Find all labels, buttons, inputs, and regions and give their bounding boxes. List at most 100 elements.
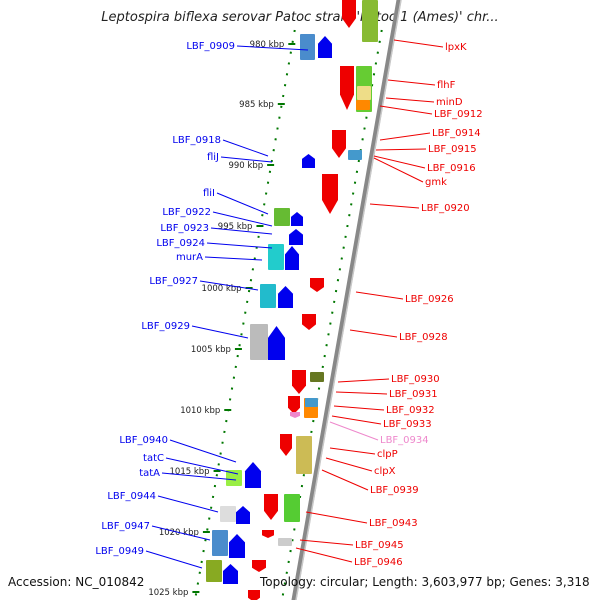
gene-box: [296, 436, 312, 474]
feature-label: fliJ: [207, 152, 219, 163]
feature-label: LBF_0947: [101, 521, 150, 532]
feature-label: tatC: [143, 453, 164, 464]
gene-arrow: [310, 278, 324, 292]
backbone-line: [291, 0, 402, 600]
leader-line: [329, 421, 379, 441]
feature-label: lpxK: [445, 42, 467, 53]
leader-line: [385, 97, 435, 103]
feature-label: LBF_0939: [370, 485, 419, 496]
gene-box: [274, 208, 290, 226]
accession-label: Accession: NC_010842: [8, 575, 145, 589]
gene-arrow: [292, 370, 306, 394]
gene-arrow: [262, 530, 274, 538]
gene-arrow: [318, 36, 332, 58]
gene-arrow: [278, 286, 293, 308]
scale-label: 995 kbp: [218, 222, 253, 232]
leader-line: [379, 105, 433, 115]
gene-arrow: [248, 590, 260, 600]
feature-label: murA: [176, 252, 203, 263]
gene-box: [284, 494, 300, 522]
leader-line: [329, 447, 376, 455]
gene-arrow: [291, 212, 303, 226]
feature-label: LBF_0929: [141, 321, 190, 332]
leader-line: [212, 211, 273, 227]
gene-box: [226, 470, 242, 486]
gene-box: [300, 34, 315, 60]
leader-line: [369, 203, 420, 209]
scale-label: 985 kbp: [239, 100, 274, 110]
feature-label: clpP: [377, 449, 398, 460]
gene-arrow: [285, 246, 299, 270]
gene-arrow: [340, 66, 354, 110]
feature-label: minD: [436, 97, 463, 108]
topology-label: Topology: circular; Length: 3,603,977 bp…: [260, 575, 590, 589]
leader-line: [349, 329, 398, 338]
gene-arrow: [332, 130, 346, 158]
feature-label: LBF_0926: [405, 294, 454, 305]
gene-box: [206, 560, 222, 582]
feature-label: gmk: [425, 177, 447, 188]
feature-label: LBF_0927: [149, 276, 198, 287]
gene-box: [356, 100, 370, 110]
feature-label: LBF_0914: [432, 128, 481, 139]
leader-line: [333, 405, 385, 411]
feature-label: LBF_0928: [399, 332, 448, 343]
leader-line: [220, 156, 273, 163]
leader-line: [321, 469, 369, 491]
leader-line: [325, 457, 373, 472]
leader-line: [199, 280, 259, 291]
leader-line: [379, 132, 431, 141]
leader-line: [295, 547, 353, 563]
gene-box: [260, 284, 276, 308]
feature-label: LBF_0912: [434, 109, 483, 120]
gene-arrow: [342, 0, 356, 28]
leader-line: [169, 439, 237, 463]
leader-line: [161, 472, 237, 481]
scale-label: 1025 kbp: [148, 588, 188, 598]
leader-line: [216, 192, 269, 215]
feature-label: LBF_0932: [386, 405, 435, 416]
feature-label: LBF_0923: [160, 223, 209, 234]
gene-arrow: [280, 434, 292, 456]
feature-label: LBF_0922: [162, 207, 211, 218]
feature-label: LBF_0916: [427, 163, 476, 174]
scale-label: 1015 kbp: [170, 467, 210, 477]
gene-arrow: [264, 494, 278, 520]
gene-arrow: [289, 229, 303, 245]
gene-box: [348, 150, 362, 160]
gene-arrow: [245, 462, 261, 488]
leader-line: [222, 139, 269, 157]
leader-line: [393, 39, 444, 48]
gene-arrow: [236, 506, 250, 524]
leader-line: [299, 539, 354, 546]
gene-box: [220, 506, 236, 522]
gene-arrow: [252, 560, 266, 572]
feature-label: tatA: [139, 468, 160, 479]
feature-label: LBF_0934: [380, 435, 429, 446]
leader-line: [191, 325, 249, 339]
gene-arrow: [302, 314, 316, 330]
leader-line: [236, 45, 309, 51]
feature-label: LBF_0909: [186, 41, 235, 52]
leader-line: [331, 415, 382, 425]
gene-box: [212, 530, 228, 556]
feature-label: clpX: [374, 466, 396, 477]
feature-label: LBF_0946: [354, 557, 403, 568]
gene-arrow: [229, 534, 245, 558]
leader-line: [305, 511, 368, 524]
feature-label: LBF_0931: [389, 389, 438, 400]
gene-box: [362, 0, 378, 42]
gene-arrow: [302, 154, 315, 168]
feature-label: LBF_0949: [95, 546, 144, 557]
leader-line: [210, 227, 273, 235]
gene-arrow: [268, 326, 285, 360]
gene-box: [305, 398, 318, 407]
gene-box: [357, 86, 371, 100]
backbone-highlight: [295, 0, 402, 600]
gene-arrow: [290, 412, 300, 418]
leader-line: [204, 256, 263, 261]
leader-line: [206, 242, 273, 249]
leader-line: [151, 525, 211, 541]
feature-label: LBF_0943: [369, 518, 418, 529]
